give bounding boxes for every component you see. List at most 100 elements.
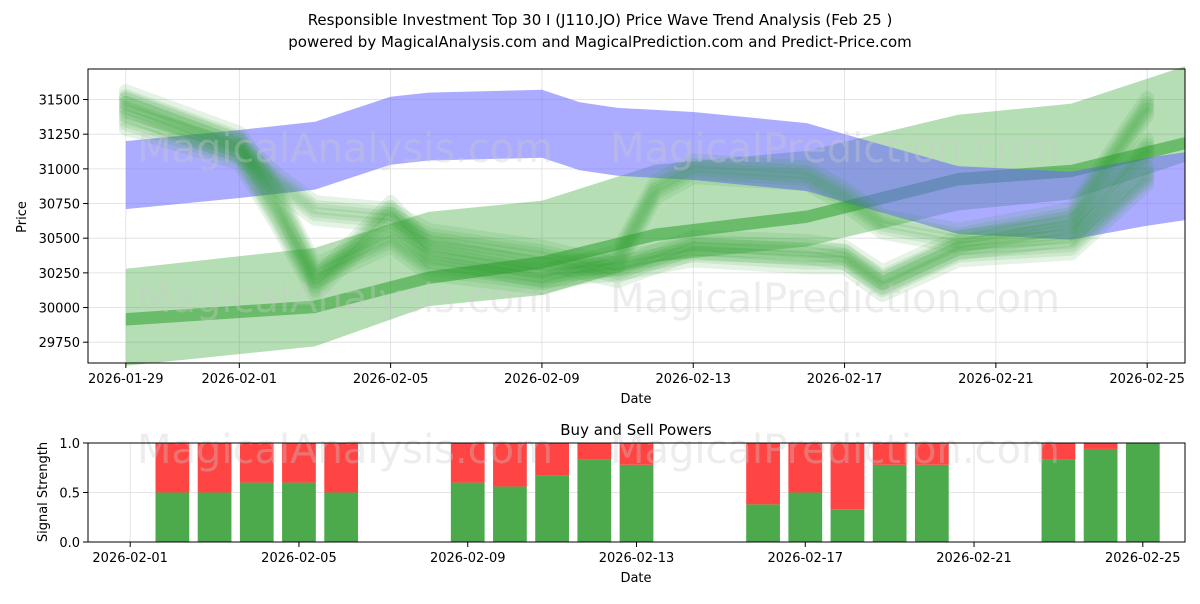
price-x-tick-label: 2026-02-17 — [807, 372, 883, 387]
price-x-tick-label: 2026-02-25 — [1109, 372, 1185, 387]
price-y-tick-label: 30500 — [39, 232, 80, 247]
price-x-tick-label: 2026-02-05 — [353, 372, 429, 387]
watermark-prediction-top-2: MagicalPrediction.com — [610, 276, 1060, 322]
buy-bar — [155, 492, 190, 542]
watermark-analysis-top-2: MagicalAnalysis.com — [137, 276, 553, 322]
signal-bars — [155, 443, 1160, 542]
signal-x-tick-label: 2026-02-05 — [261, 551, 337, 566]
green-wave-3-layer-5 — [118, 100, 1155, 296]
price-waves — [118, 84, 1155, 303]
buy-bar — [577, 459, 612, 542]
signal-y-ticks: 0.0 0.5 1.0 — [59, 437, 88, 551]
price-y-tick-label: 31500 — [39, 94, 80, 109]
signal-y-tick-label: 0.0 — [59, 536, 80, 551]
price-y-tick-label: 30250 — [39, 267, 80, 282]
price-y-tick-label: 31000 — [39, 163, 80, 178]
price-x-label: Date — [620, 392, 651, 407]
sell-bar — [535, 443, 569, 476]
buy-bar — [830, 509, 865, 542]
green-wave-1-layer-2 — [118, 95, 1155, 284]
price-y-tick-label: 31250 — [39, 128, 80, 143]
sell-bar — [493, 443, 527, 487]
watermark-prediction-top-1: MagicalPrediction.com — [610, 126, 1060, 172]
buy-bar — [324, 492, 359, 542]
signal-x-tick-label: 2026-02-09 — [430, 551, 506, 566]
signal-y-label: Signal Strength — [36, 442, 51, 542]
signal-panel: Buy and Sell Powers MagicalAnalysis.com … — [36, 421, 1186, 586]
green-wave-3-layer-4 — [118, 95, 1155, 291]
green-wave-1-layer-3 — [118, 99, 1155, 287]
signal-x-tick-label: 2026-02-25 — [1105, 551, 1181, 566]
green-wave-3-layer-3 — [118, 92, 1155, 287]
price-x-tick-label: 2026-02-09 — [504, 372, 580, 387]
buy-bar — [197, 492, 232, 542]
price-y-label: Price — [15, 201, 30, 233]
sell-bar — [450, 443, 485, 483]
watermark-prediction-bottom: MagicalPrediction.com — [610, 427, 1060, 473]
buy-bar — [746, 504, 780, 542]
green-wave-3-layer-2 — [118, 89, 1155, 284]
chart-title-line1: Responsible Investment Top 30 I (J110.JO… — [308, 11, 893, 29]
buy-bar — [239, 482, 274, 542]
price-y-tick-label: 29750 — [39, 336, 80, 351]
price-x-tick-label: 2026-02-13 — [655, 372, 731, 387]
price-y-ticks: 29750 30000 30250 30500 30750 31000 31250 31500 — [39, 94, 88, 351]
signal-y-tick-label: 1.0 — [59, 437, 80, 452]
green-wave-1-layer-4 — [118, 102, 1155, 291]
buy-bar — [493, 486, 527, 542]
price-x-tick-label: 2026-01-29 — [88, 372, 164, 387]
buy-bar — [914, 464, 949, 542]
price-panel: MagicalAnalysis.com MagicalPrediction.co… — [15, 66, 1186, 407]
watermark-analysis-top-1: MagicalAnalysis.com — [137, 126, 553, 172]
buy-bar — [788, 492, 823, 542]
watermark-analysis-bottom: MagicalAnalysis.com — [137, 427, 553, 473]
green-wave-2-layer-1 — [118, 121, 1155, 303]
signal-x-tick-label: 2026-02-21 — [936, 551, 1012, 566]
sell-bar — [872, 443, 907, 465]
buy-bar — [1125, 443, 1160, 542]
sell-bar — [914, 443, 949, 465]
signal-x-tick-label: 2026-02-01 — [92, 551, 168, 566]
green-wave-1-layer-1 — [118, 91, 1155, 279]
sell-bar — [1083, 443, 1118, 449]
price-x-tick-label: 2026-02-01 — [202, 372, 278, 387]
buy-bar — [535, 475, 569, 542]
price-x-ticks: 2026-01-29 2026-02-01 2026-02-05 2026-02-09… — [88, 363, 1185, 387]
sell-bar — [239, 443, 274, 483]
buy-bar — [619, 464, 654, 542]
sell-bar — [746, 443, 780, 505]
price-y-tick-label: 30750 — [39, 198, 80, 213]
signal-x-label: Date — [620, 571, 651, 586]
sell-bar — [830, 443, 865, 510]
blue-trend-band — [125, 89, 1185, 240]
signal-x-ticks: 2026-02-01 2026-02-05 2026-02-09 2026-02-13… — [92, 542, 1181, 566]
signal-x-tick-label: 2026-02-17 — [767, 551, 843, 566]
sell-bar — [197, 443, 232, 493]
chart-title-line2: powered by MagicalAnalysis.com and Magic… — [288, 33, 912, 51]
signal-x-tick-label: 2026-02-13 — [599, 551, 675, 566]
green-wave-2-layer-5 — [118, 104, 1155, 286]
buy-bar — [1083, 448, 1118, 542]
sell-bar — [577, 443, 612, 460]
buy-bar — [1041, 459, 1076, 542]
price-bands — [125, 66, 1185, 366]
signal-panel-title: Buy and Sell Powers — [560, 421, 712, 439]
price-axes-frame — [87, 68, 1186, 364]
price-y-tick-label: 30000 — [39, 302, 80, 317]
signal-y-tick-label: 0.5 — [59, 487, 80, 502]
sell-bar — [788, 443, 823, 493]
sell-bar — [282, 443, 316, 483]
buy-bar — [282, 482, 316, 542]
sell-bar — [324, 443, 359, 493]
buy-bar — [450, 482, 485, 542]
sell-bar — [155, 443, 190, 493]
green-wave-2-layer-2 — [118, 116, 1155, 298]
sell-bar — [1041, 443, 1076, 460]
sell-bar — [619, 443, 654, 465]
green-wave-3-layer-1 — [118, 84, 1155, 279]
price-x-tick-label: 2026-02-21 — [958, 372, 1034, 387]
buy-bar — [872, 464, 907, 542]
green-wave-2-layer-4 — [118, 109, 1155, 291]
